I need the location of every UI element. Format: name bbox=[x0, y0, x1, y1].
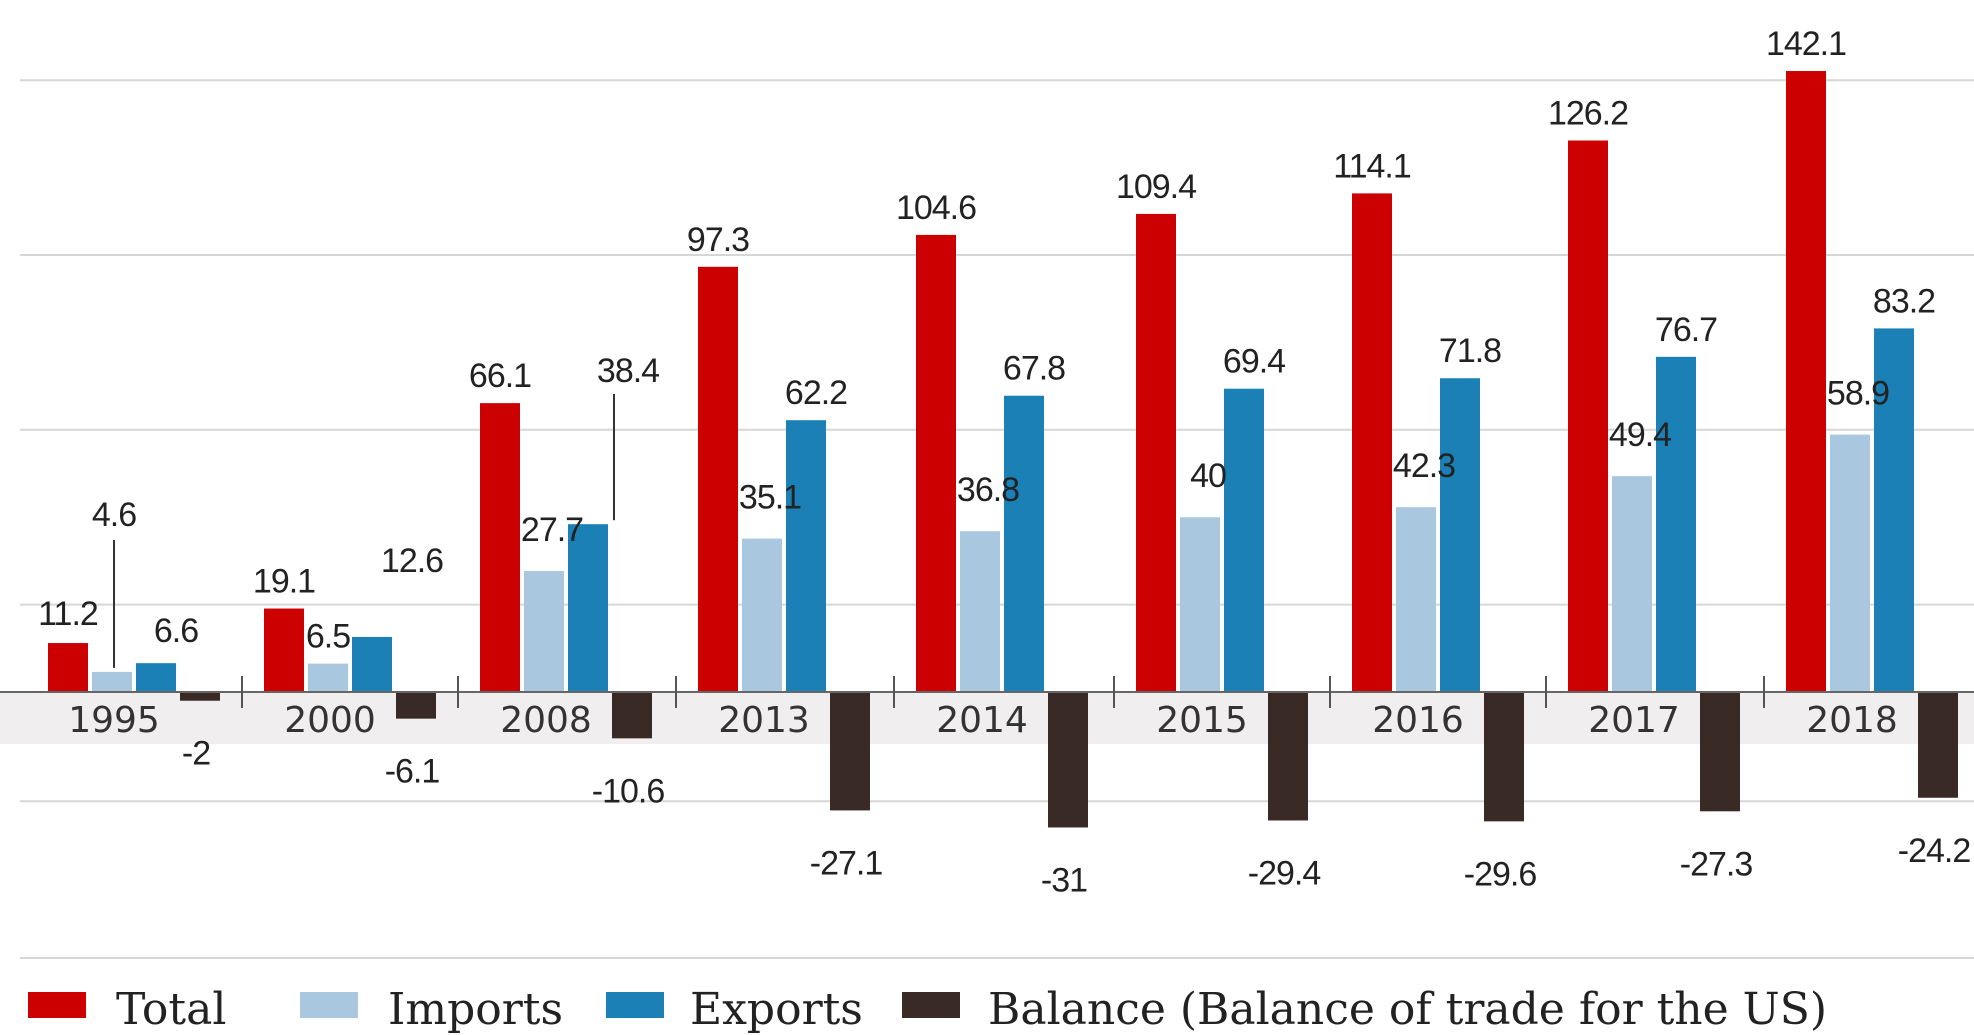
bar-imports-2008 bbox=[524, 570, 564, 692]
data-label: 62.2 bbox=[785, 374, 847, 412]
category-label: 2008 bbox=[500, 700, 592, 741]
bar-exports-2016 bbox=[1440, 378, 1480, 692]
data-label: 40 bbox=[1190, 457, 1226, 495]
data-label: -29.4 bbox=[1248, 854, 1321, 892]
legend-swatch bbox=[300, 992, 358, 1018]
data-label: -10.6 bbox=[592, 772, 665, 810]
bar-exports-2013 bbox=[786, 420, 826, 692]
data-label: 11.2 bbox=[38, 595, 98, 633]
legend-swatch bbox=[902, 992, 960, 1018]
data-label: -2 bbox=[182, 735, 210, 773]
category-band bbox=[0, 692, 1974, 744]
data-label: 36.8 bbox=[957, 471, 1019, 509]
data-label: 42.3 bbox=[1393, 447, 1455, 485]
bar-balance-2008 bbox=[612, 692, 652, 739]
data-label: -29.6 bbox=[1464, 855, 1537, 893]
category-label: 2014 bbox=[936, 700, 1028, 741]
legend: Total Imports Exports Balance (Balance of t… bbox=[28, 984, 1827, 1035]
bar-total-2008 bbox=[480, 403, 520, 692]
category-label: 2000 bbox=[284, 700, 376, 741]
data-label: 69.4 bbox=[1223, 343, 1285, 381]
bar-balance-2016 bbox=[1484, 692, 1524, 822]
data-label: -24.2 bbox=[1898, 832, 1971, 870]
category-label: 2018 bbox=[1806, 700, 1898, 741]
bar-balance-2013 bbox=[830, 692, 870, 811]
bar-total-2016 bbox=[1352, 193, 1392, 692]
bar-balance-2000 bbox=[396, 692, 436, 719]
bar-exports-1995 bbox=[136, 663, 176, 692]
bar-imports-2017 bbox=[1612, 476, 1652, 692]
data-label: 6.6 bbox=[154, 612, 198, 650]
bar-exports-2017 bbox=[1656, 356, 1696, 692]
data-label: 4.6 bbox=[92, 496, 136, 534]
data-label: 104.6 bbox=[896, 189, 976, 227]
axis-ticks bbox=[241, 676, 1765, 708]
bar-imports-1995 bbox=[92, 671, 132, 692]
bar-balance-2018 bbox=[1918, 692, 1958, 798]
data-label: 109.4 bbox=[1116, 168, 1196, 206]
bar-exports-2015 bbox=[1224, 388, 1264, 692]
legend-label: Imports bbox=[388, 984, 563, 1035]
category-labels: 1995 2000 2008 2013 2014 2015 2016 2017 2018 bbox=[68, 700, 1898, 741]
data-label: 35.1 bbox=[739, 479, 801, 517]
category-label: 1995 bbox=[68, 700, 160, 741]
bar-imports-2015 bbox=[1180, 517, 1220, 692]
bar-total-2013 bbox=[698, 266, 738, 692]
data-label: -6.1 bbox=[385, 753, 440, 791]
category-label: 2013 bbox=[718, 700, 810, 741]
bar-exports-2008 bbox=[568, 524, 608, 692]
data-label: 19.1 bbox=[253, 563, 315, 601]
bar-imports-2013 bbox=[742, 538, 782, 692]
data-label: 67.8 bbox=[1003, 350, 1065, 388]
bar-balance-1995 bbox=[180, 692, 220, 701]
bar-imports-2000 bbox=[308, 663, 348, 692]
bar-imports-2016 bbox=[1396, 507, 1436, 692]
bar-total-2015 bbox=[1136, 213, 1176, 692]
data-label: 71.8 bbox=[1439, 332, 1501, 370]
legend-label: Exports bbox=[690, 984, 863, 1035]
data-label: 38.4 bbox=[597, 352, 659, 390]
data-label: 49.4 bbox=[1609, 416, 1671, 454]
bar-total-1995 bbox=[48, 643, 88, 692]
bar-exports-2018 bbox=[1874, 328, 1914, 692]
bar-exports-2014 bbox=[1004, 395, 1044, 692]
data-label: 58.9 bbox=[1827, 375, 1889, 413]
bar-balance-2014 bbox=[1048, 692, 1088, 828]
data-label: 12.6 bbox=[381, 542, 443, 580]
category-label: 2017 bbox=[1588, 700, 1680, 741]
bar-imports-2014 bbox=[960, 531, 1000, 692]
bar-imports-2018 bbox=[1830, 434, 1870, 692]
data-label: 142.1 bbox=[1766, 25, 1846, 63]
data-label: 114.1 bbox=[1333, 147, 1411, 185]
bar-exports-2000 bbox=[352, 636, 392, 692]
data-label: 27.7 bbox=[521, 511, 583, 549]
data-label: 76.7 bbox=[1655, 311, 1717, 349]
bars-layer bbox=[48, 71, 1958, 828]
leader-lines bbox=[113, 394, 615, 668]
legend-label: Balance (Balance of trade for the US) bbox=[988, 984, 1827, 1035]
data-label: -27.3 bbox=[1680, 845, 1753, 883]
category-label: 2016 bbox=[1372, 700, 1464, 741]
bar-balance-2015 bbox=[1268, 692, 1308, 821]
data-label: 126.2 bbox=[1548, 95, 1628, 133]
bar-total-2017 bbox=[1568, 140, 1608, 693]
legend-swatch bbox=[606, 992, 664, 1018]
bar-total-2000 bbox=[264, 608, 304, 692]
data-label: 97.3 bbox=[687, 221, 749, 259]
bar-balance-2017 bbox=[1700, 692, 1740, 812]
bar-total-2018 bbox=[1786, 71, 1826, 692]
data-label: 83.2 bbox=[1873, 282, 1935, 320]
category-label: 2015 bbox=[1156, 700, 1248, 741]
legend-label: Total bbox=[116, 984, 226, 1035]
legend-swatch bbox=[28, 992, 86, 1018]
data-label: 6.5 bbox=[306, 618, 350, 656]
data-label: -27.1 bbox=[810, 844, 883, 882]
data-label: 66.1 bbox=[469, 357, 531, 395]
value-labels: 11.2 4.6 6.6 -2 19.1 6.5 12.6 -6.1 66.1 27.7 38.4 -… bbox=[38, 25, 1971, 899]
data-label: -31 bbox=[1041, 861, 1087, 899]
bar-total-2014 bbox=[916, 234, 956, 692]
